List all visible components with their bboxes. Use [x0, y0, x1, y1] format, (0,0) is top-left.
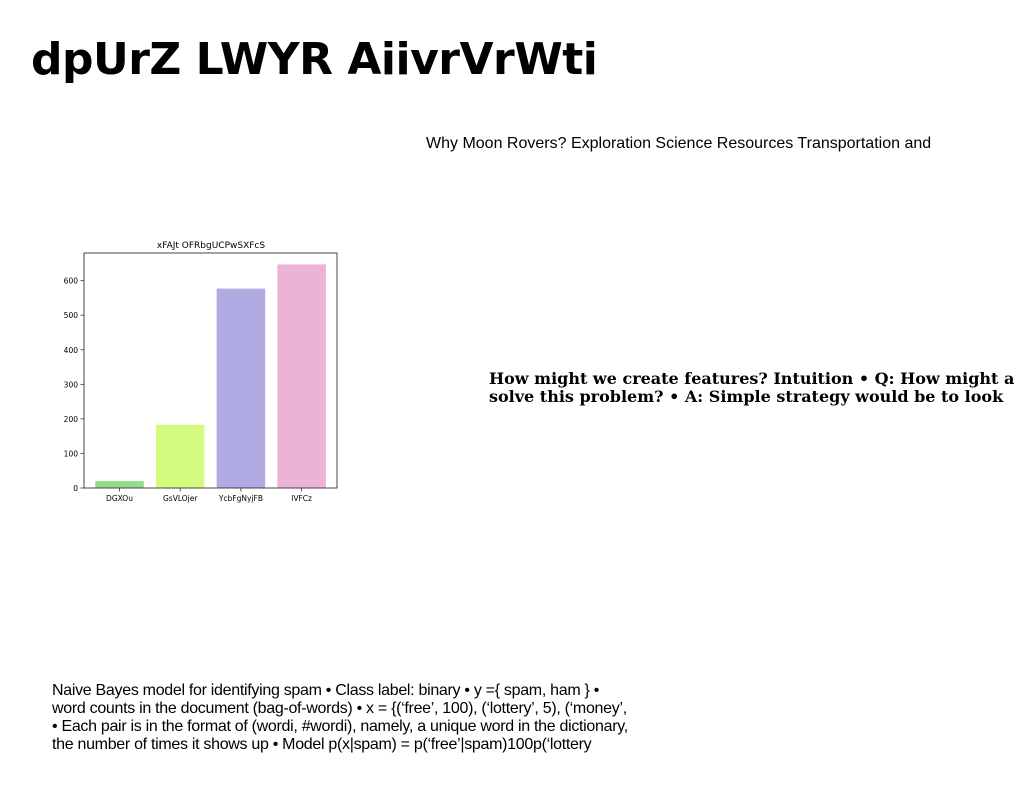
x-axis: DGXOu GsVLOjer YcbFgNyjFB lVFCz [106, 488, 312, 503]
bayes-line-4: the number of times it shows up • Model … [52, 736, 592, 753]
bars-group [95, 264, 326, 488]
y-tick-label: 400 [64, 346, 79, 355]
y-axis: 0 100 200 300 400 500 600 [64, 277, 84, 493]
y-tick-label: 200 [64, 415, 79, 424]
bayes-line-3: • Each pair is in the format of (wordi, … [52, 718, 628, 735]
bar-chart: xFAJt OFRbgUCPwSXFcS 0 100 200 300 400 500 600… [64, 241, 338, 503]
features-line-1: How might we create features? Intuition … [489, 370, 1015, 388]
bar [155, 424, 205, 488]
bar [216, 288, 266, 488]
bar [277, 264, 326, 488]
x-tick-label: YcbFgNyjFB [218, 494, 263, 503]
bar [95, 481, 144, 488]
y-tick-label: 100 [64, 449, 79, 458]
x-tick-label: lVFCz [291, 494, 312, 503]
features-text-block: How might we create features? Intuition … [489, 370, 1024, 406]
plot-frame [83, 252, 338, 489]
y-tick-label: 600 [64, 277, 79, 286]
moon-rovers-text: Why Moon Rovers? Exploration Science Res… [426, 135, 932, 152]
bayes-line-2: word counts in the document (bag-of-word… [52, 700, 627, 717]
y-tick-label: 300 [64, 380, 79, 389]
slide-title: dpUrZ LWYR AiivrVrWti [31, 34, 598, 85]
features-line-2: solve this problem? • A: Simple strategy… [489, 387, 1004, 406]
bayes-line-1: Naive Bayes model for identifying spam •… [52, 682, 599, 699]
chart-title: xFAJt OFRbgUCPwSXFcS [157, 241, 265, 251]
y-tick-label: 500 [64, 311, 79, 320]
x-tick-label: DGXOu [106, 494, 133, 503]
naive-bayes-text-block: Naive Bayes model for identifying spam •… [52, 682, 628, 754]
x-tick-label: GsVLOjer [163, 494, 198, 503]
y-tick-label: 0 [73, 484, 78, 493]
